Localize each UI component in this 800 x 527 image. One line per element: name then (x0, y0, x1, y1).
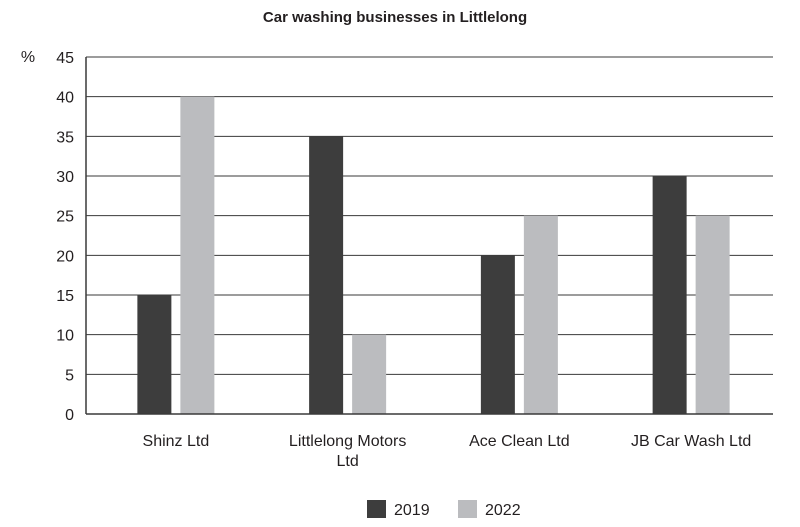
bar-2019 (652, 176, 687, 414)
x-tick-label-line: Littlelong Motors (289, 433, 406, 450)
x-tick-label: Ace Clean Ltd (469, 433, 570, 450)
x-tick-label-line: Ace Clean Ltd (469, 433, 570, 450)
y-tick-label: 40 (56, 90, 74, 107)
legend-label-2019: 2019 (394, 502, 430, 519)
y-tick-label: 25 (56, 209, 74, 226)
y-tick-label: 35 (56, 129, 74, 146)
chart-title: Car washing businesses in Littlelong (263, 9, 527, 26)
bar-2019 (480, 255, 515, 414)
bar-2022 (352, 334, 387, 414)
y-tick-label: 5 (65, 367, 74, 384)
x-tick-label-line: Shinz Ltd (143, 433, 210, 450)
legend-label-2022: 2022 (485, 502, 521, 519)
y-tick-label: 30 (56, 169, 74, 186)
y-tick-label: 20 (56, 248, 74, 265)
x-tick-label-line: JB Car Wash Ltd (631, 433, 751, 450)
x-tick-label: Shinz Ltd (143, 433, 210, 450)
x-tick-label-line: Ltd (337, 453, 359, 470)
bar-2019 (137, 295, 172, 414)
y-axis-label: % (21, 49, 35, 66)
bar-2019 (309, 136, 344, 415)
legend-swatch-2022 (458, 500, 477, 518)
y-tick-label: 15 (56, 288, 74, 305)
x-tick-label: Littlelong Motors Ltd (289, 433, 406, 470)
legend-swatch-2019 (367, 500, 386, 518)
bar-2022 (180, 96, 215, 415)
y-tick-label: 0 (65, 407, 74, 424)
y-tick-label: 45 (56, 50, 74, 67)
x-tick-label: JB Car Wash Ltd (631, 433, 751, 450)
bar-2022 (695, 215, 730, 414)
bar-2022 (523, 215, 558, 414)
y-tick-label: 10 (56, 328, 74, 345)
